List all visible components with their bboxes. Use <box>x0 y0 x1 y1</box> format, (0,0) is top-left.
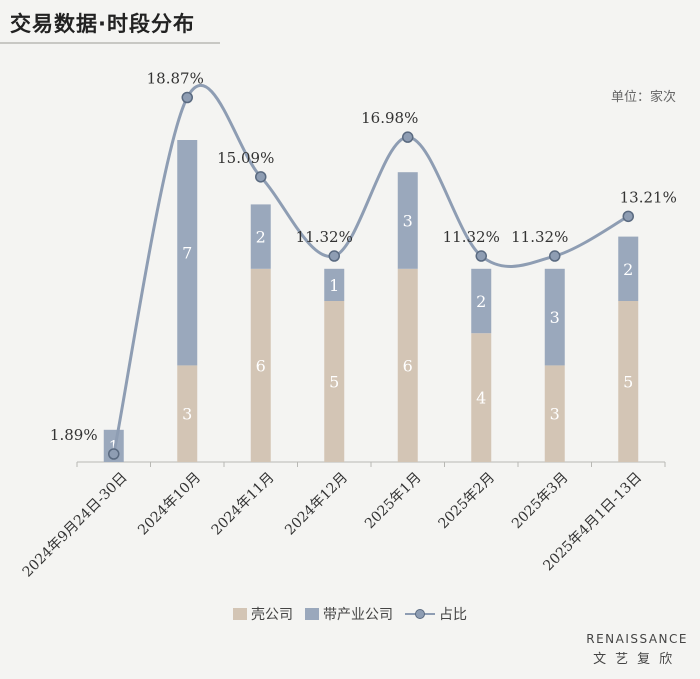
bar-shell-value-label: 3 <box>550 405 560 424</box>
ratio-point <box>328 250 340 262</box>
legend-line-marker <box>405 608 435 620</box>
ratio-point <box>181 91 193 104</box>
bar-industry-segment <box>324 268 345 301</box>
bar-shell-segment <box>471 333 492 462</box>
legend: 壳公司 带产业公司 占比 <box>0 604 700 624</box>
brand-english: RENAISSANCE <box>586 632 688 646</box>
bar-shell-value-label: 6 <box>403 356 413 375</box>
ratio-data-label: 18.87% <box>147 70 204 88</box>
legend-item-shell: 壳公司 <box>233 604 293 624</box>
ratio-point <box>622 210 634 223</box>
brand-logo: RENAISSANCE 文艺复欣 <box>586 632 688 667</box>
ratio-data-label: 16.98% <box>361 109 418 127</box>
ratio-point <box>549 250 561 262</box>
bar-shell-segment <box>544 365 565 462</box>
bar-shell-segment <box>324 301 345 462</box>
bar-industry-segment <box>177 140 198 366</box>
bar-shell-value-label: 5 <box>329 373 339 392</box>
ratio-point <box>255 171 267 183</box>
x-axis-tick-label: 2024年12月 <box>282 470 351 539</box>
bar-industry-segment <box>471 268 492 334</box>
bar-industry-value-label: 3 <box>403 212 413 231</box>
ratio-data-label: 11.32% <box>443 228 500 246</box>
x-axis-tick-label: 2024年9月24日-30日 <box>20 470 131 581</box>
legend-label-ratio: 占比 <box>439 607 467 623</box>
brand-chinese: 文艺复欣 <box>593 652 682 667</box>
bar-industry-value-label: 7 <box>182 244 192 263</box>
ratio-point <box>402 131 414 143</box>
x-axis-tick-label: 2024年11月 <box>209 470 278 539</box>
bar-shell-value-label: 5 <box>623 373 633 392</box>
bar-industry-value-label: 2 <box>623 260 633 279</box>
bar-shell-value-label: 4 <box>476 389 486 408</box>
legend-item-ratio: 占比 <box>405 604 467 624</box>
bar-industry-value-label: 2 <box>476 292 486 311</box>
bar-shell-value-label: 6 <box>256 356 266 375</box>
ratio-data-label: 15.09% <box>217 149 274 167</box>
title-underline <box>0 42 220 44</box>
bar-shell-value-label: 3 <box>182 405 192 424</box>
bar-shell-segment <box>618 301 639 462</box>
ratio-data-label: 13.21% <box>620 188 677 206</box>
x-axis-tick-label: 2025年2月 <box>435 470 498 533</box>
bar-industry-segment <box>397 172 418 269</box>
ratio-data-label: 11.32% <box>511 228 568 246</box>
legend-swatch-shell <box>233 608 247 620</box>
legend-swatch-industry <box>305 608 319 620</box>
legend-label-shell: 壳公司 <box>251 607 293 623</box>
bar-shell-segment <box>177 365 198 462</box>
x-axis-tick-label: 2024年10月 <box>135 470 204 539</box>
bar-industry-segment <box>250 204 271 269</box>
bar-shell-segment <box>250 268 271 462</box>
x-axis-tick-label: 2025年3月 <box>509 470 572 533</box>
ratio-point <box>108 448 120 460</box>
chart-title: 交易数据·时段分布 <box>10 12 195 36</box>
bar-industry-segment <box>618 236 639 301</box>
unit-label: 单位：家次 <box>610 90 676 105</box>
bar-industry-value-label: 1 <box>329 276 339 295</box>
legend-label-industry: 带产业公司 <box>323 607 393 623</box>
x-axis-tick-label: 2025年1月 <box>362 470 425 533</box>
ratio-data-label: 11.32% <box>296 228 353 246</box>
ratio-point <box>475 250 487 262</box>
bar-shell-segment <box>397 268 418 462</box>
bar-industry-value-label: 3 <box>550 308 560 327</box>
bar-industry-segment <box>544 268 565 366</box>
bar-industry-value-label: 2 <box>256 228 266 247</box>
ratio-data-label: 1.89% <box>50 426 98 444</box>
legend-item-industry: 带产业公司 <box>305 604 393 624</box>
